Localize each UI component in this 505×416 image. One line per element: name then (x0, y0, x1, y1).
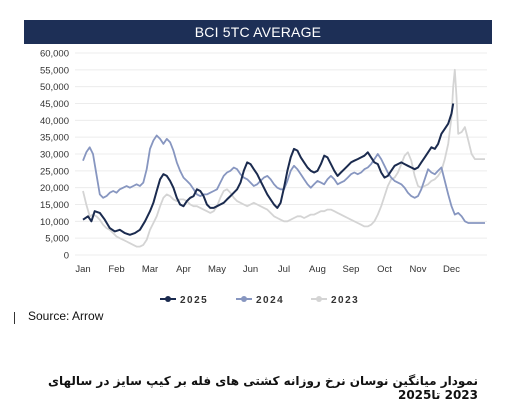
y-tick-label: 45,000 (40, 99, 69, 110)
y-tick-label: 10,000 (40, 217, 69, 228)
source-marker (14, 312, 15, 324)
y-tick-label: 60,000 (40, 49, 69, 60)
y-tick-label: 5,000 (45, 234, 69, 245)
y-tick-label: 50,000 (40, 82, 69, 93)
x-tick-label: Mar (142, 264, 158, 275)
series-line-2025 (82, 103, 455, 236)
legend-swatch-dot (165, 296, 171, 302)
y-tick-label: 20,000 (40, 183, 69, 194)
legend-label: 2023 (331, 295, 359, 306)
series-line-2024 (82, 134, 485, 224)
x-tick-label: Dec (443, 264, 460, 275)
chart-title: BCI 5TC AVERAGE (24, 20, 492, 44)
y-tick-label: 40,000 (40, 116, 69, 127)
y-tick-label: 55,000 (40, 65, 69, 76)
legend-swatch-dot (241, 296, 247, 302)
x-tick-label: Jul (278, 264, 290, 275)
y-tick-label: 30,000 (40, 150, 69, 161)
y-tick-label: 35,000 (40, 133, 69, 144)
chart-gridlines (75, 52, 487, 256)
x-tick-label: Oct (377, 264, 392, 275)
legend-swatch-dot (316, 296, 322, 302)
chart-series-lines (82, 68, 485, 248)
legend-label: 2025 (180, 295, 208, 306)
y-axis-labels: 0 5,000 10,000 15,000 20,000 25,000 30,000 35,0… (40, 49, 69, 262)
x-tick-label: Jan (75, 264, 90, 275)
source-text: Source: Arrow (28, 309, 104, 323)
x-tick-label: May (208, 264, 226, 275)
y-tick-label: 0 (64, 251, 69, 262)
x-tick-label: Feb (108, 264, 124, 275)
caption-text: نمودار میانگین نوسان نرخ روزانه کشتی های… (48, 374, 478, 402)
chart-legend: 2025 2024 2023 (160, 295, 359, 306)
x-tick-label: Apr (176, 264, 191, 275)
x-tick-label: Nov (410, 264, 427, 275)
x-tick-label: Jun (243, 264, 258, 275)
legend-label: 2024 (256, 295, 284, 306)
x-tick-label: Sep (343, 264, 360, 275)
x-axis-labels: Jan Feb Mar Apr May Jun Jul Aug Sep Oct Nov Dec (75, 264, 460, 275)
y-tick-label: 25,000 (40, 166, 69, 177)
x-tick-label: Aug (309, 264, 326, 275)
series-line-2023 (82, 68, 485, 248)
line-chart: 0 5,000 10,000 15,000 20,000 25,000 30,000 35,0… (40, 49, 487, 306)
y-tick-label: 15,000 (40, 200, 69, 211)
